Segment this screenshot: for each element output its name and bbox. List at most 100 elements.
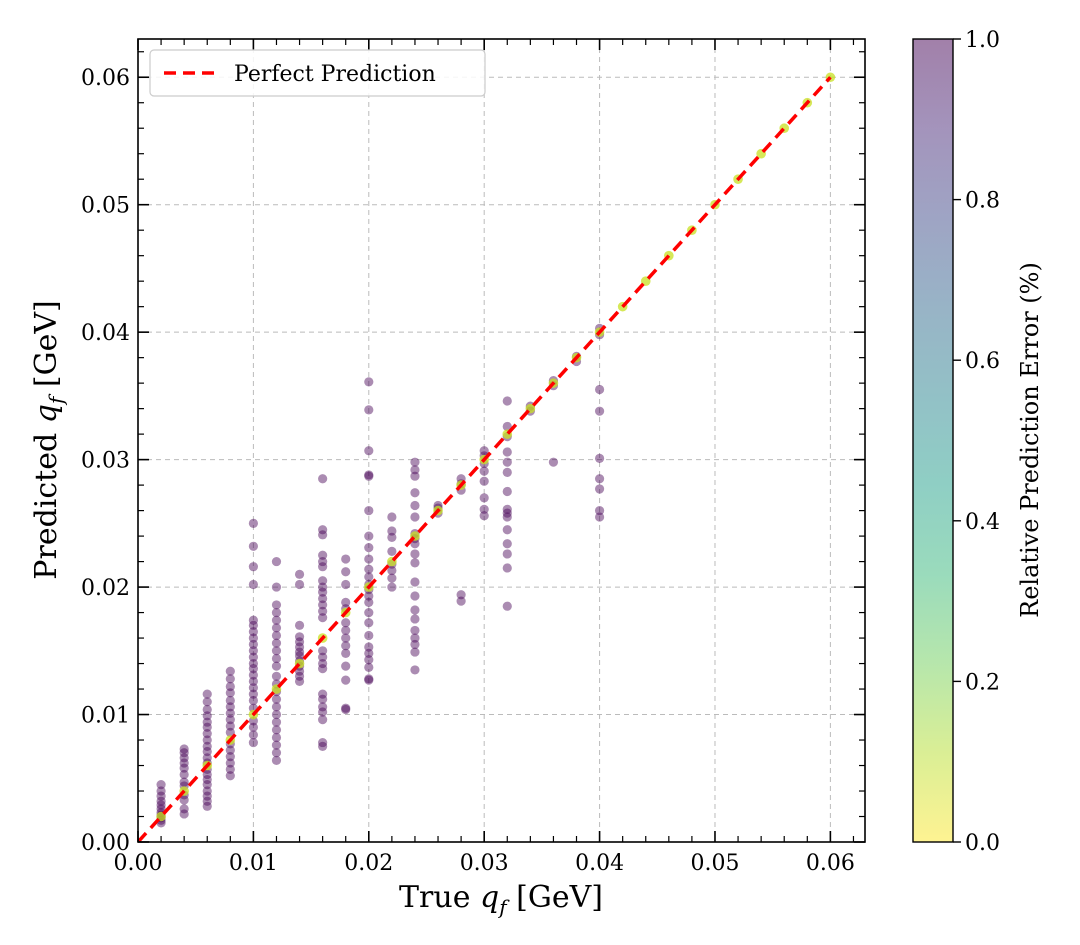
scatter-point xyxy=(479,504,489,514)
scatter-point xyxy=(410,457,420,467)
scatter-point xyxy=(341,618,351,628)
scatter-point xyxy=(548,457,559,467)
scatter-point xyxy=(294,676,305,687)
scatter-point xyxy=(294,632,305,642)
legend: Perfect Prediction xyxy=(149,49,486,97)
scatter-point xyxy=(594,453,605,463)
scatter-point xyxy=(271,740,282,750)
scatter-point xyxy=(387,512,397,522)
scatter-point xyxy=(594,474,605,484)
scatter-point xyxy=(271,623,282,633)
scatter-point xyxy=(341,703,351,713)
scatter-point xyxy=(202,689,212,699)
scatter-point xyxy=(410,625,420,636)
scatter-point xyxy=(364,506,374,516)
scatter-point xyxy=(156,780,166,790)
scatter-point xyxy=(341,554,351,564)
scatter-point xyxy=(294,647,305,657)
scatter-point xyxy=(502,486,512,497)
scatter-point xyxy=(594,406,605,416)
scatter-point xyxy=(271,709,282,720)
scatter-point xyxy=(202,769,212,780)
scatter-point xyxy=(248,518,258,528)
scatter-point xyxy=(318,702,328,712)
scatter-point xyxy=(248,722,258,732)
scatter-point xyxy=(248,646,258,656)
scatter-point xyxy=(387,546,397,556)
scatter-point xyxy=(156,791,166,801)
x-tick-label: 0.00 xyxy=(114,851,163,876)
scatter-point xyxy=(341,641,351,651)
axis-tick-labels: 0.00 0.01 0.02 0.03 0.04 0.05 0.06 0.00 0.01 0.02… xyxy=(81,66,855,876)
scatter-point xyxy=(364,597,374,607)
scatter-point xyxy=(410,471,420,481)
scatter-point xyxy=(502,508,512,518)
scatter-point xyxy=(271,582,282,592)
scatter-point xyxy=(364,648,374,658)
scatter-point xyxy=(202,711,212,721)
scatter-point xyxy=(364,630,374,641)
scatter-point xyxy=(225,702,235,712)
scatter-point xyxy=(225,745,235,755)
scatter-point xyxy=(410,614,420,624)
x-axis-title: True qf [GeV] xyxy=(399,880,603,919)
scatter-point xyxy=(225,727,235,737)
scatter-point xyxy=(271,615,282,625)
scatter-point xyxy=(318,550,328,560)
scatter-point xyxy=(364,564,374,574)
scatter-point xyxy=(271,600,282,610)
scatter-point xyxy=(410,633,420,643)
colorbar-tick-label: 0.8 xyxy=(965,189,1000,214)
scatter-point xyxy=(456,596,466,606)
scatter-point xyxy=(318,715,328,725)
scatter-point xyxy=(364,642,374,652)
scatter-point xyxy=(364,377,374,387)
scatter-point xyxy=(341,661,351,671)
scatter-point xyxy=(502,525,512,535)
scatter-point xyxy=(456,590,466,600)
scatter-point xyxy=(202,774,212,785)
scatter-point xyxy=(502,539,512,549)
scatter-point xyxy=(202,717,212,727)
scatter-point xyxy=(271,725,282,735)
scatter-point xyxy=(271,661,282,671)
scatter-point xyxy=(318,737,328,748)
scatter-point xyxy=(248,676,258,687)
scatter-point xyxy=(271,717,282,727)
x-tick-label: 0.04 xyxy=(575,851,624,876)
scatter-point xyxy=(341,633,351,643)
plot-frame xyxy=(137,38,866,843)
scatter-point xyxy=(364,618,374,628)
scatter-point xyxy=(341,597,351,607)
scatter-point xyxy=(156,796,166,806)
scatter-point xyxy=(202,780,212,790)
scatter-point xyxy=(294,666,305,676)
scatter-point xyxy=(364,471,374,481)
scatter-point xyxy=(294,569,305,579)
colorbar-gradient xyxy=(912,38,954,843)
scatter-point xyxy=(202,741,212,752)
scatter-point xyxy=(225,715,235,725)
scatter-point xyxy=(225,771,235,781)
colorbar-tick-label: 0.4 xyxy=(965,510,1000,535)
scatter-point xyxy=(248,562,258,572)
x-tick-label: 0.06 xyxy=(806,851,855,876)
scatter-point xyxy=(318,600,328,610)
scatter-point xyxy=(156,786,166,796)
scatter-point xyxy=(225,752,235,762)
scatter-point xyxy=(225,681,235,692)
scatter-point xyxy=(594,484,605,494)
scatter-point xyxy=(248,627,258,637)
scatter-point xyxy=(202,753,212,763)
scatter-point xyxy=(410,605,420,615)
y-tick-label: 0.05 xyxy=(81,194,130,219)
scatter-point xyxy=(202,722,212,732)
scatter-point xyxy=(179,809,189,819)
scatter-point xyxy=(271,702,282,712)
x-tick-label: 0.01 xyxy=(229,851,278,876)
scatter-point xyxy=(156,800,166,810)
scatter-point xyxy=(179,744,189,754)
scatter-point xyxy=(202,786,212,796)
scatter-point xyxy=(318,562,328,572)
scatter-point xyxy=(364,674,374,684)
